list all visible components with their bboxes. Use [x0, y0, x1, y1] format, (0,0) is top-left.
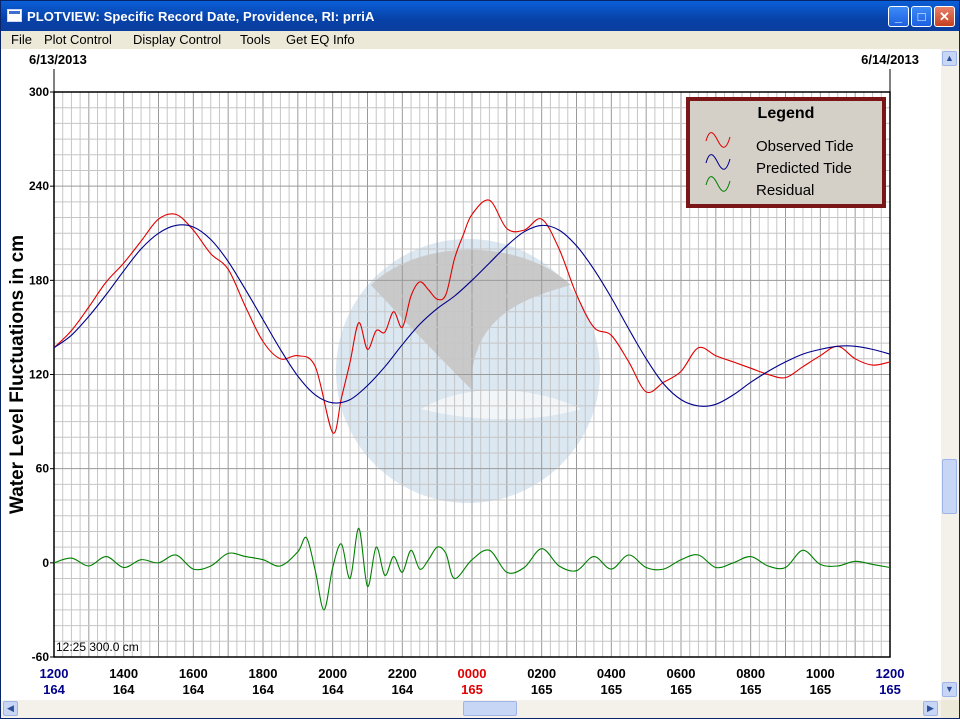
- y-tick-label: 300: [29, 85, 49, 99]
- y-tick-label: 0: [42, 556, 49, 570]
- maximize-button[interactable]: □: [911, 6, 932, 27]
- menu-plot-control[interactable]: Plot Control: [44, 32, 112, 47]
- x-tick-time-label: 2200: [388, 666, 417, 681]
- x-tick-day-label: 165: [531, 682, 553, 697]
- legend-observed-tide: Observed Tide: [756, 138, 854, 155]
- x-tick-time-label: 1200: [876, 666, 905, 681]
- menu-file[interactable]: File: [11, 32, 32, 47]
- residual-line: [53, 527, 891, 611]
- vertical-scrollbar[interactable]: ▲ ▼: [941, 49, 959, 700]
- predicted-tide-swatch: [705, 154, 731, 170]
- x-tick-day-label: 165: [879, 682, 901, 697]
- x-tick-time-label: 0800: [736, 666, 765, 681]
- x-tick-time-label: 1400: [109, 666, 138, 681]
- legend-predicted-tide: Predicted Tide: [756, 160, 852, 177]
- y-axis-label: Water Level Fluctuations in cm: [7, 235, 28, 514]
- legend-swatches: [705, 132, 731, 192]
- y-tick-label: -60: [32, 650, 50, 664]
- close-button[interactable]: ✕: [934, 6, 955, 27]
- legend-box: Legend Observed Tide Predicted Tide Resi…: [686, 97, 886, 208]
- scroll-right-button[interactable]: ▶: [923, 701, 938, 716]
- menu-bar: File Plot Control Display Control Tools …: [1, 31, 959, 49]
- x-tick-time-label: 0000: [458, 666, 487, 681]
- menu-tools[interactable]: Tools: [240, 32, 271, 47]
- x-tick-day-label: 164: [322, 682, 344, 697]
- x-tick-day-label: 164: [182, 682, 204, 697]
- x-tick-time-label: 1200: [40, 666, 69, 681]
- x-tick-day-label: 165: [670, 682, 692, 697]
- observed-tide-line: [53, 199, 891, 434]
- x-tick-day-label: 164: [391, 682, 413, 697]
- date-left-label: 6/13/2013: [29, 52, 87, 67]
- x-tick-day-label: 165: [600, 682, 622, 697]
- x-tick-day-label: 164: [113, 682, 135, 697]
- x-tick-time-label: 0400: [597, 666, 626, 681]
- x-tick-day-label: 165: [740, 682, 762, 697]
- date-right-label: 6/14/2013: [861, 52, 919, 67]
- x-tick-time-label: 1600: [179, 666, 208, 681]
- scrollbar-corner: [941, 700, 959, 718]
- y-tick-label: 180: [29, 273, 49, 287]
- x-tick-day-label: 165: [461, 682, 483, 697]
- tide-chart[interactable]: 300240180120600-601200164140016416001641…: [1, 49, 941, 700]
- legend-residual: Residual: [756, 182, 815, 199]
- app-window-icon[interactable]: [7, 9, 22, 22]
- y-tick-label: 120: [29, 368, 49, 382]
- watermark-bird: [371, 249, 571, 389]
- watermark-wave: [421, 390, 581, 420]
- legend-title: Legend: [757, 105, 815, 122]
- minimize-button[interactable]: _: [888, 6, 909, 27]
- scroll-left-button[interactable]: ◀: [3, 701, 18, 716]
- x-tick-time-label: 2000: [318, 666, 347, 681]
- predicted-tide-line: [53, 224, 891, 407]
- x-tick-time-label: 1000: [806, 666, 835, 681]
- y-tick-label: 240: [29, 179, 49, 193]
- residual-swatch: [705, 176, 731, 192]
- x-tick-time-label: 1800: [249, 666, 278, 681]
- observed-tide-swatch: [705, 132, 731, 148]
- menu-display-control[interactable]: Display Control: [133, 32, 222, 47]
- x-tick-time-label: 0200: [527, 666, 556, 681]
- horizontal-scrollbar[interactable]: ◀ ▶: [1, 700, 941, 718]
- menu-get-eq-info[interactable]: Get EQ Info: [286, 32, 355, 47]
- vertical-scroll-thumb[interactable]: [942, 459, 957, 514]
- horizontal-scroll-thumb[interactable]: [463, 701, 517, 716]
- scroll-down-button[interactable]: ▼: [942, 682, 957, 697]
- y-tick-label: 60: [36, 462, 50, 476]
- plot-area[interactable]: 300 240 180 120 60 0 -60 1200 164 1400 164 1600 164 1…: [1, 49, 941, 700]
- title-bar[interactable]: PLOTVIEW: Specific Record Date, Providen…: [1, 1, 959, 31]
- x-tick-day-label: 164: [252, 682, 274, 697]
- cursor-readout: 12:25 300.0 cm: [56, 640, 139, 654]
- scroll-up-button[interactable]: ▲: [942, 51, 957, 66]
- window-title: PLOTVIEW: Specific Record Date, Providen…: [27, 9, 375, 24]
- x-tick-day-label: 164: [43, 682, 65, 697]
- x-tick-time-label: 0600: [667, 666, 696, 681]
- x-tick-day-label: 165: [809, 682, 831, 697]
